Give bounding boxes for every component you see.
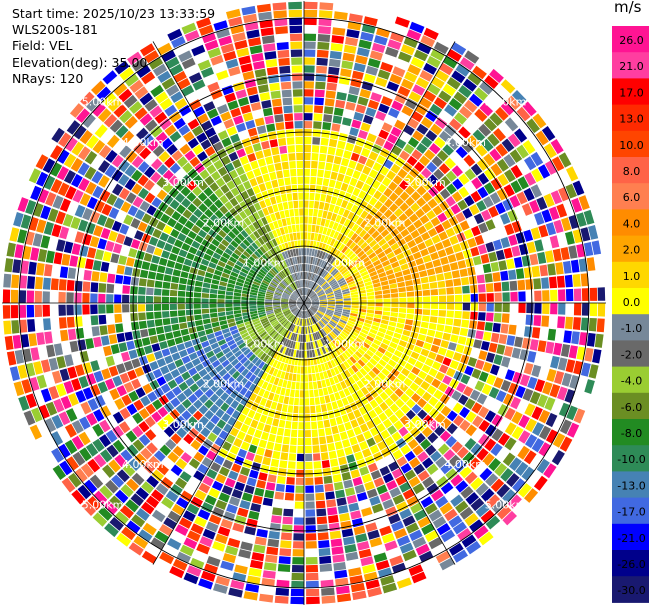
colorbar-band [612,261,649,289]
range-ring-label: 5.00km [485,499,527,512]
colorbar-band [612,52,649,79]
range-gate-cells [10,8,573,601]
colorbar-band [612,157,649,184]
colorbar-band [612,104,649,132]
range-ring-label: 1.00km [324,337,366,350]
plot-metadata: Start time: 2025/10/23 13:33:59 WLS200s-… [12,6,215,87]
range-ring-label: 4.00km [122,136,164,149]
azimuth-line [152,41,456,565]
colorbar-band [612,497,649,525]
range-gate-cells [19,18,582,590]
colorbar-tick-label: -10.0 [617,453,645,466]
range-ring-label: 1.00km [243,257,285,270]
start-time: Start time: 2025/10/23 13:33:59 [12,6,216,21]
colorbar-tick-label: 21.0 [619,60,644,73]
colorbar-band [612,419,649,446]
colorbar-tick-label: 17.0 [619,86,644,99]
colorbar-band [612,130,649,158]
elevation-angle: Elevation(deg): 35.00 [12,54,148,70]
range-gate-cells [24,2,594,604]
colorbar-tick-label: -8.0 [621,427,642,440]
range-gate-cells [18,1,595,589]
field-name: Field: VEL [12,38,73,54]
range-ring-label: 2.00km [203,378,245,391]
colorbar-band [612,209,649,237]
colorbar-tick-label: -21.0 [617,532,645,545]
range-ring-label: 3.00km [162,176,204,189]
range-ring-label: 3.00km [404,418,446,431]
colorbar-band [612,523,649,551]
colorbar-tick-label: 0.0 [623,296,641,309]
colorbar: 26.0 21.0 17.0 13.0 10.0 8.0 6.0 4.0 2.0 1.0 0.0 -1… [612,26,649,603]
ray-count: NRays: 120 [12,70,84,86]
range-ring-label: 1.00km [243,337,285,350]
range-ring-label: 2.00km [364,216,406,229]
station-name: WLS200s-181 [12,22,98,38]
colorbar-band [612,26,649,53]
colorbar-tick-label: 2.0 [623,244,641,257]
colorbar-tick-label: 8.0 [623,165,641,178]
colorbar-tick-label: -6.0 [621,401,642,414]
range-ring-label: 2.00km [364,378,406,391]
range-ring-label: 4.00km [122,458,164,471]
colorbar-band [612,340,649,368]
colorbar-tick-label: 1.0 [623,270,641,283]
range-ring-label: 5.00km [82,499,124,512]
colorbar-tick-label: -4.0 [621,375,642,388]
colorbar-band [612,445,649,472]
colorbar-tick-label: 4.0 [623,217,641,230]
radar-sectors [2,1,606,605]
colorbar-band [612,183,649,210]
range-ring-label: 3.00km [162,418,204,431]
colorbar-tick-label: 13.0 [619,113,644,126]
range-ring-label: 3.00km [404,176,446,189]
range-gate-cells [9,5,602,589]
range-ring-label: 1.00km [324,257,366,270]
colorbar-tick-label: 26.0 [619,34,644,47]
colorbar-band [612,576,649,603]
colorbar-tick-label: -13.0 [617,479,645,492]
colorbar-band [612,392,649,420]
colorbar-band [612,550,649,577]
colorbar-tick-label: -30.0 [617,584,645,597]
range-ring-label: 4.00km [444,458,486,471]
colorbar-tick-label: -17.0 [617,506,645,519]
colorbar-tick-label: -1.0 [621,322,642,335]
range-gate-cells [2,16,598,575]
colorbar-band [612,471,649,499]
range-gate-cells [22,34,578,596]
range-gate-cells [55,43,598,577]
colorbar-band [612,78,649,106]
range-ring-label: 4.00km [444,136,486,149]
colorbar-unit: m/s [614,0,642,16]
range-rings: 1.00km 1.00km 1.00km 1.00km 2.00km 2.00km 2.00… [2,1,606,605]
colorbar-tick-label: -2.0 [621,348,642,361]
range-ring-label: 5.00km [485,96,527,109]
colorbar-tick-label: 10.0 [619,139,644,152]
colorbar-band [612,314,649,341]
colorbar-tick-label: 6.0 [623,191,641,204]
range-ring-label: 2.00km [203,216,245,229]
colorbar-band [612,288,649,315]
colorbar-band [612,366,649,394]
colorbar-tick-label: -26.0 [617,558,645,571]
range-ring-label: 5.00km [82,96,124,109]
colorbar-band [612,235,649,263]
